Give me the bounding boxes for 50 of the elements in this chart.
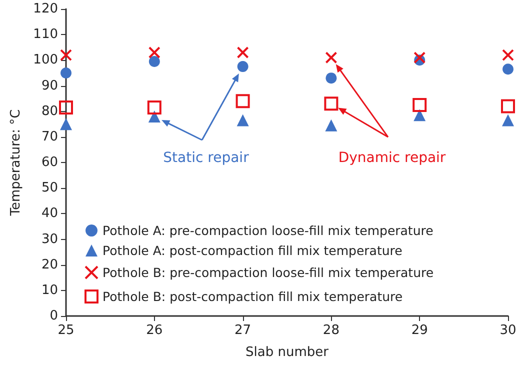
y-tick-label: 0 bbox=[50, 308, 58, 324]
point bbox=[325, 52, 338, 64]
point bbox=[414, 109, 426, 122]
x-tick-label: 28 bbox=[322, 323, 340, 338]
point bbox=[502, 49, 514, 62]
point bbox=[501, 99, 515, 114]
x-tick-label: 26 bbox=[146, 323, 163, 338]
legend-label: Pothole A: post-compaction fill mix temperature bbox=[102, 243, 403, 258]
y-tick-label: 60 bbox=[41, 155, 58, 170]
x-tick-label: 27 bbox=[234, 323, 252, 338]
point bbox=[502, 114, 514, 126]
y-axis-title: Temperature: °C bbox=[8, 109, 24, 217]
y-tick-label: 120 bbox=[33, 2, 58, 16]
y-tick-label: 50 bbox=[41, 180, 58, 196]
y-tick-label: 30 bbox=[41, 232, 58, 247]
point bbox=[414, 52, 426, 64]
annotation: Dynamic repair bbox=[338, 150, 446, 166]
point bbox=[60, 118, 72, 130]
point bbox=[148, 56, 160, 67]
y-tick-label: 10 bbox=[41, 282, 58, 298]
legend-label: Pothole A: pre-compaction loose-fill mix temperature bbox=[102, 223, 434, 238]
y-tick-label: 70 bbox=[41, 129, 58, 144]
point bbox=[237, 61, 248, 72]
point bbox=[59, 100, 73, 114]
point bbox=[326, 72, 337, 84]
x-tick-label: 29 bbox=[411, 323, 428, 338]
x-tick-label: 30 bbox=[500, 323, 516, 338]
point bbox=[236, 94, 250, 108]
legend-label: Pothole B: post-compaction fill mix temperature bbox=[102, 289, 403, 304]
point bbox=[412, 98, 427, 112]
legend-label: Pothole B: pre-compaction loose-fill mix temperature bbox=[102, 265, 434, 280]
y-tick-label: 80 bbox=[41, 104, 58, 119]
point bbox=[502, 64, 514, 75]
x-axis-title: Slab number bbox=[246, 345, 330, 360]
annotation: Static repair bbox=[163, 150, 250, 166]
point bbox=[60, 49, 72, 62]
point bbox=[60, 67, 72, 78]
y-tick-label: 90 bbox=[41, 78, 58, 94]
point bbox=[236, 46, 249, 58]
y-tick-label: 40 bbox=[41, 206, 58, 222]
x-tick-label: 25 bbox=[58, 323, 74, 338]
y-tick-label: 110 bbox=[33, 27, 58, 42]
point bbox=[236, 114, 249, 126]
point bbox=[147, 100, 162, 114]
y-tick-label: 100 bbox=[33, 52, 58, 68]
y-tick-label: 20 bbox=[41, 257, 58, 272]
point bbox=[148, 46, 160, 58]
point bbox=[148, 110, 160, 122]
point bbox=[325, 119, 338, 132]
point bbox=[324, 96, 338, 111]
